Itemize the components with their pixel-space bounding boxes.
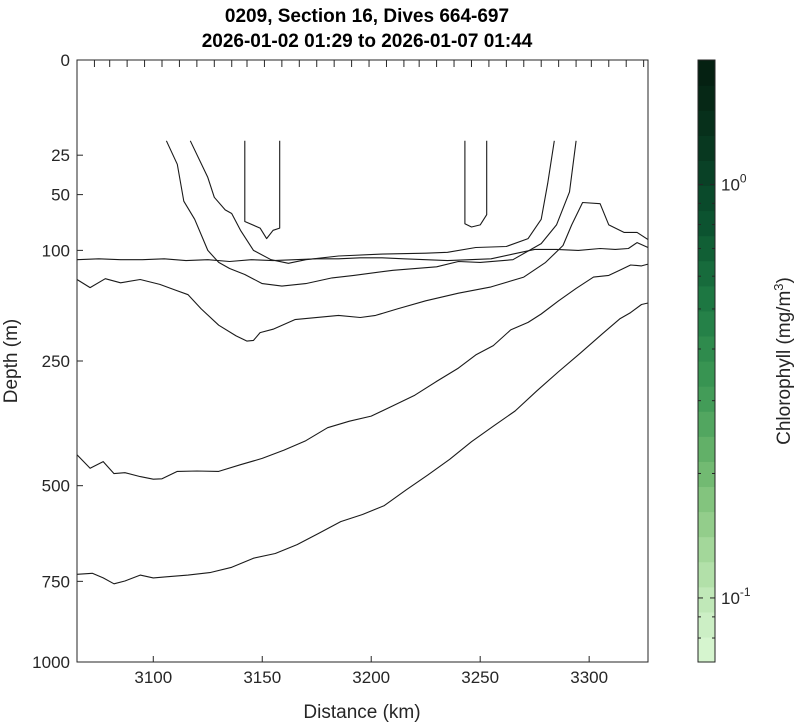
contour-line-2: [464, 140, 488, 228]
contour-line-1: [244, 140, 281, 240]
colorbar-segment-5: [698, 536, 715, 563]
x-axis: 3100 3150 3200 3250 3300: [134, 656, 608, 687]
colorbar-segment-9: [698, 436, 715, 462]
colorbar-border: [697, 59, 716, 663]
colorbar-segment-4: [698, 561, 715, 588]
colorbar-segment-15: [698, 285, 715, 312]
colorbar-segment-24: [698, 60, 715, 86]
colorbar-segment-8: [698, 461, 715, 488]
y-tick-label-0: 0: [61, 51, 70, 70]
y-tick-label-250: 250: [42, 352, 70, 371]
y-tick-label-100: 100: [42, 241, 70, 260]
colorbar-segment-1: [698, 636, 715, 663]
y-tick-label-25: 25: [51, 146, 70, 165]
x-tick-label-3100: 3100: [134, 668, 172, 687]
contour-line-5: [76, 201, 649, 342]
colorbar-segment-2: [698, 611, 715, 638]
chart-title-line-1: 0209, Section 16, Dives 664-697: [225, 6, 509, 27]
colorbar-segment-19: [698, 185, 715, 212]
colorbar-segment-17: [698, 235, 715, 262]
colorbar-segment-10: [698, 411, 715, 437]
contour-lines: [76, 140, 649, 585]
y-tick-label-1000: 1000: [32, 653, 70, 672]
colorbar-segment-23: [698, 85, 715, 111]
colorbar-tick-label-base: 10: [721, 175, 740, 194]
y-tick-label-750: 750: [42, 572, 70, 591]
colorbar-segment-12: [698, 361, 715, 387]
colorbar-segment-18: [698, 210, 715, 237]
colorbar-label-suffix: ): [774, 277, 795, 283]
colorbar-segment-13: [698, 335, 715, 362]
colorbar-segment-7: [698, 486, 715, 513]
chart-title-line-2: 2026-01-02 01:29 to 2026-01-07 01:44: [202, 31, 533, 52]
colorbar-segment-21: [698, 135, 715, 161]
colorbar-label-main: Chlorophyll (mg/m: [774, 291, 795, 445]
y-tick-label-50: 50: [51, 186, 70, 205]
y-axis: 0 25 50 100 250 500 750 1000: [32, 51, 83, 672]
colorbar-segment-20: [698, 160, 715, 187]
plot-border: [76, 59, 649, 663]
contour-line-8: [76, 302, 649, 585]
dive-markers: [76, 60, 645, 67]
contour-line-4: [165, 140, 577, 287]
colorbar-tick-label-exponent: -1: [740, 585, 751, 599]
colorbar-tick-label-2: 100: [721, 171, 747, 194]
x-tick-label-3300: 3300: [570, 668, 608, 687]
colorbar-segment-14: [698, 310, 715, 337]
colorbar-tick-label-1: 10-1: [721, 585, 751, 608]
colorbar-tick-label-base: 10: [721, 589, 740, 608]
colorbar-label: Chlorophyll (mg/m3): [771, 277, 795, 445]
y-tick-label-500: 500: [42, 477, 70, 496]
colorbar-tick-label-exponent: 0: [740, 171, 747, 185]
x-tick-label-3200: 3200: [352, 668, 390, 687]
contour-line-7: [76, 263, 649, 480]
contour-line-6: [76, 242, 649, 263]
colorbar-segment-6: [698, 511, 715, 538]
colorbar-segment-22: [698, 110, 715, 136]
x-tick-label-3250: 3250: [461, 668, 499, 687]
contour-line-3: [189, 140, 555, 264]
colorbar-label-superscript: 3: [771, 283, 786, 290]
x-tick-label-3150: 3150: [243, 668, 281, 687]
colorbar-segment-3: [698, 586, 715, 613]
colorbar-segment-11: [698, 386, 715, 412]
plot-area: [77, 60, 648, 662]
colorbar-segment-16: [698, 260, 715, 287]
y-axis-label: Depth (m): [1, 319, 22, 403]
x-axis-label: Distance (km): [303, 702, 420, 723]
